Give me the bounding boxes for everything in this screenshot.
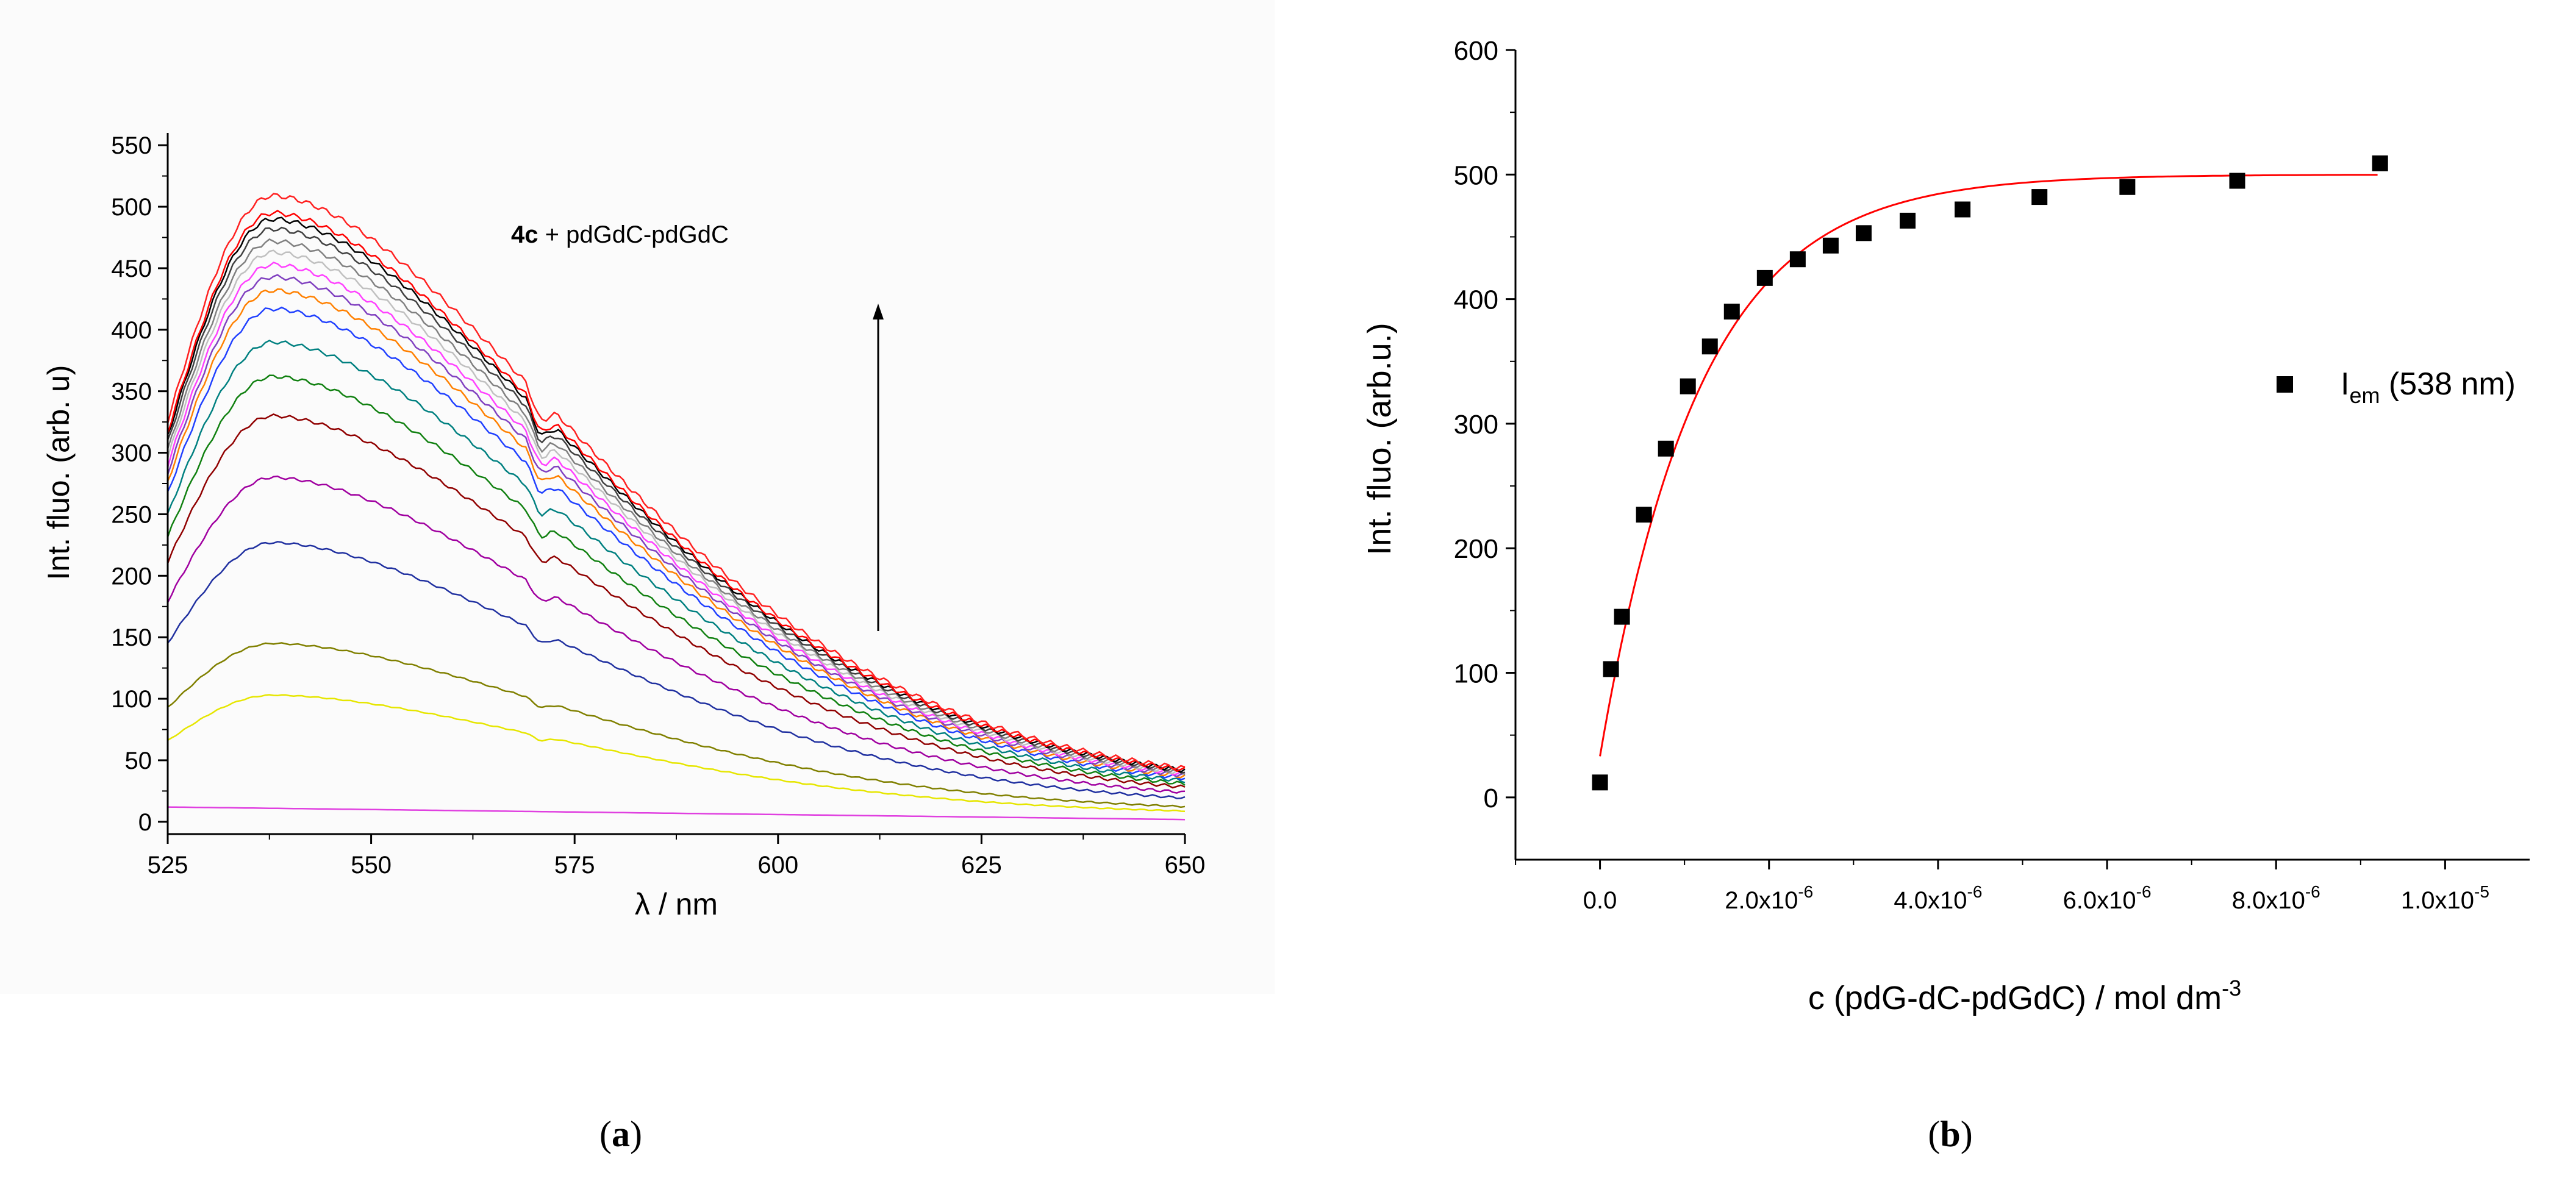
x-tick-label: 550 <box>351 852 392 879</box>
spectrum-line <box>167 642 1186 808</box>
x-tick-label: 8.0x10-6 <box>2232 882 2320 914</box>
y-tick-label: 200 <box>111 563 152 590</box>
fit-curve <box>1599 174 2378 757</box>
y-tick-label: 450 <box>111 255 152 282</box>
data-point <box>1756 269 1773 286</box>
panel-a-caption-letter: a <box>612 1114 630 1154</box>
data-point <box>2119 179 2136 195</box>
y-tick-label: 0 <box>1484 783 1498 813</box>
x-axis-title: λ / nm <box>635 887 718 921</box>
y-tick-label: 200 <box>1454 534 1498 564</box>
y-tick-label: 150 <box>111 624 152 651</box>
y-tick-label: 350 <box>111 379 152 405</box>
data-point <box>1680 378 1696 394</box>
data-point <box>2229 173 2245 189</box>
x-tick-label: 575 <box>554 852 595 879</box>
legend: Iem (538 nm) <box>2277 366 2516 408</box>
annotation-compound: 4c <box>511 221 538 248</box>
data-point <box>1789 251 1806 268</box>
y-tick-label: 400 <box>111 317 152 344</box>
y-tick-label: 100 <box>111 686 152 713</box>
data-point <box>1603 661 1619 677</box>
spectrum-line <box>166 288 1186 779</box>
annotation-text: + pdGdC-pdGdC <box>538 221 729 248</box>
y-tick-label: 500 <box>111 194 152 221</box>
x-tick-label: 525 <box>148 852 188 879</box>
y-axis-title: Int. fluo. (arb.u.) <box>1361 323 1398 555</box>
data-point <box>1614 608 1630 625</box>
y-tick-label: 600 <box>1454 36 1498 66</box>
spectrum-line <box>166 340 1186 783</box>
spectrum-line <box>167 541 1186 799</box>
y-axis-title: Int. fluo. (arb. u) <box>41 365 76 580</box>
data-point <box>1701 338 1718 355</box>
spectrum-line <box>166 262 1186 776</box>
spectrum-line <box>166 274 1186 777</box>
x-tick-label: 6.0x10-6 <box>2063 882 2152 914</box>
spectrum-line <box>166 193 1186 770</box>
x-axis-title: c (pdG-dC-pdGdC) / mol dm-3 <box>1808 976 2241 1016</box>
data-point <box>1955 201 1971 218</box>
data-point <box>1822 237 1839 254</box>
y-tick-label: 100 <box>1454 659 1498 689</box>
data-point <box>1855 225 1872 241</box>
x-tick-label: 2.0x10-6 <box>1725 882 1813 914</box>
spectrum-line <box>166 475 1186 794</box>
data-point <box>1658 440 1674 457</box>
spectrum-line <box>166 210 1186 772</box>
y-tick-label: 400 <box>1454 285 1498 315</box>
data-point <box>1723 304 1740 320</box>
spectrum-line <box>167 694 1186 813</box>
x-tick-label: 600 <box>757 852 798 879</box>
spectrum-line <box>167 806 1186 821</box>
data-point <box>1900 212 1916 229</box>
y-tick-label: 550 <box>111 132 152 159</box>
spectrum-line <box>166 306 1186 781</box>
panel-a-caption: (a) <box>599 1114 642 1154</box>
legend-label: Iem (538 nm) <box>2341 366 2516 408</box>
data-point <box>1592 774 1608 791</box>
y-tick-label: 250 <box>111 501 152 528</box>
x-tick-label: 625 <box>961 852 1002 879</box>
x-tick-label: 4.0x10-6 <box>1894 882 1982 914</box>
titration-annotation: 4c + pdGdC-pdGdC <box>511 221 729 248</box>
spectra-chart: 0 50 100 150 200 250 300 350 400 450 500 550 525 550 5… <box>0 0 1275 1154</box>
arrow-head-icon <box>873 304 884 319</box>
panel-b-caption-letter: b <box>1940 1114 1960 1154</box>
panel-b-background <box>1281 0 2576 1097</box>
x-tick-label: 0.0 <box>1583 887 1617 914</box>
spectrum-line <box>166 413 1186 789</box>
y-tick-label: 300 <box>111 440 152 467</box>
spectrum-line <box>166 226 1186 774</box>
data-point <box>2372 155 2388 171</box>
y-tick-label: 0 <box>138 809 152 836</box>
x-tick-label: 650 <box>1165 852 1206 879</box>
binding-isotherm-chart: 0 100 200 300 400 500 600 0.0 2.0x10-6 4.0x10-6 6.… <box>1281 0 2576 1154</box>
data-point <box>2031 189 2048 205</box>
spectrum-line <box>166 216 1186 773</box>
x-tick-label: 1.0x10-5 <box>2401 882 2489 914</box>
legend-marker <box>2277 376 2293 393</box>
y-tick-label: 300 <box>1454 410 1498 440</box>
y-tick-label: 500 <box>1454 160 1498 190</box>
spectrum-line <box>166 374 1186 786</box>
panel-b-caption: (b) <box>1928 1114 1972 1154</box>
data-point <box>1636 507 1652 523</box>
y-tick-label: 50 <box>125 747 152 774</box>
panel-a-background <box>0 0 1275 994</box>
